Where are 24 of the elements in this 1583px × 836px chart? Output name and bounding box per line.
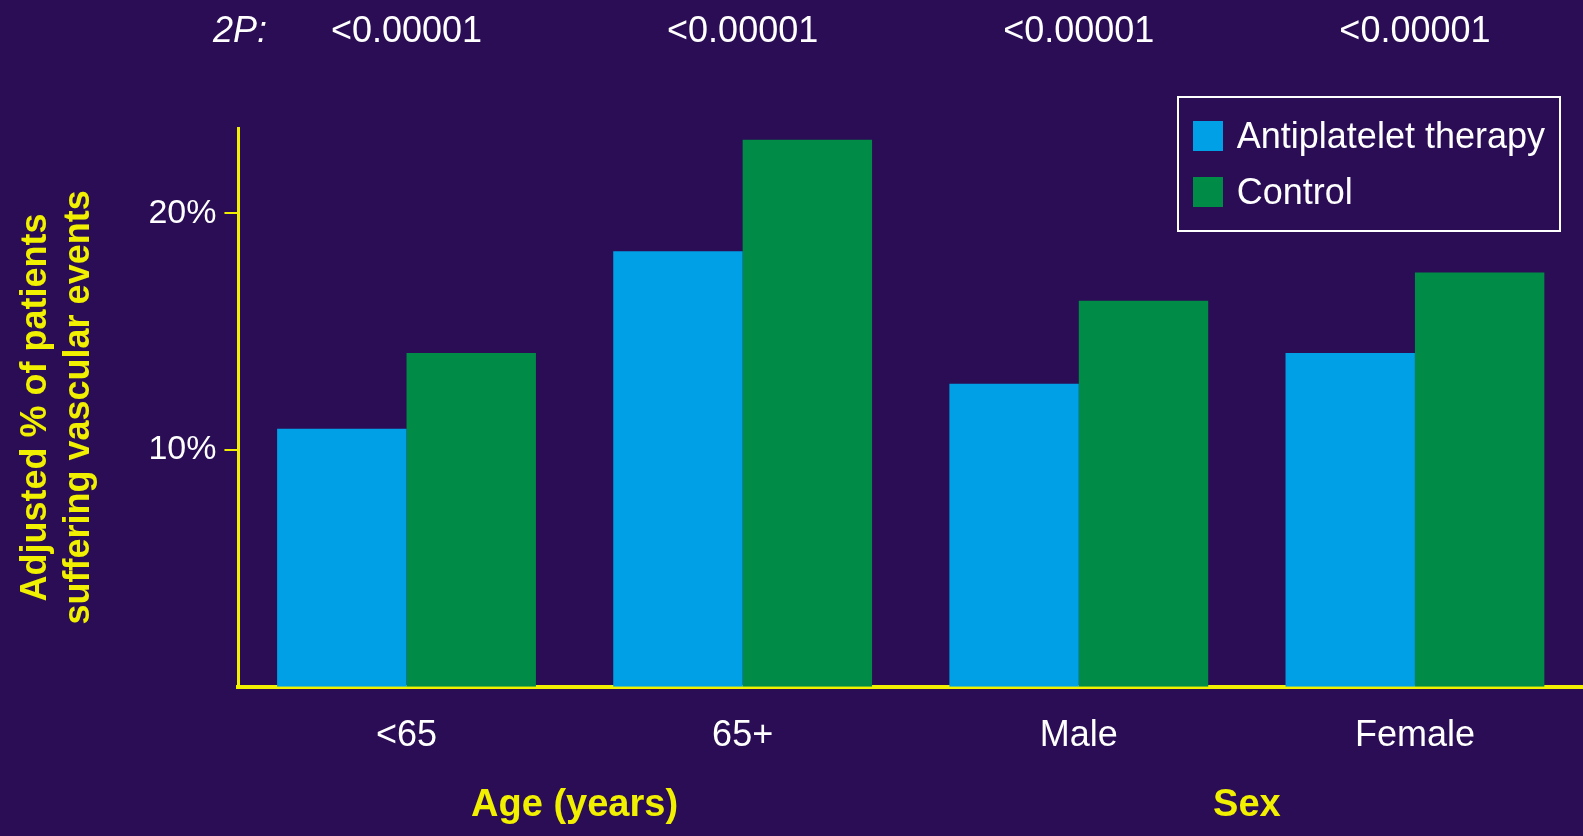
bar [613,251,743,687]
y-tick-label: 10% [148,428,217,467]
y-axis-title: Adjusted % of patients suffering vascular events [12,190,97,625]
bar [1414,272,1545,687]
bar [1078,300,1209,687]
text: <0.00001 [330,8,483,50]
bar [742,139,873,687]
legend-label: Control [1236,171,1353,213]
bar [949,383,1079,687]
text: <0.00001 [1003,8,1155,50]
x-tick-label: <65 [375,713,438,755]
text: Sex [1213,782,1281,825]
x-tick-label: 65+ [712,713,774,755]
bar [277,428,407,687]
text: 2P: [211,9,268,51]
legend-label: Antiplatelet therapy [1236,115,1545,157]
text: <0.00001 [1339,8,1491,50]
text: <0.00001 [667,8,819,50]
x-tick-label: Female [1354,713,1475,755]
text: Age (years) [471,782,679,825]
bar [1285,352,1415,687]
bar [406,352,536,687]
x-tick-label: Male [1039,713,1118,755]
y-tick-label: 20% [148,191,217,230]
